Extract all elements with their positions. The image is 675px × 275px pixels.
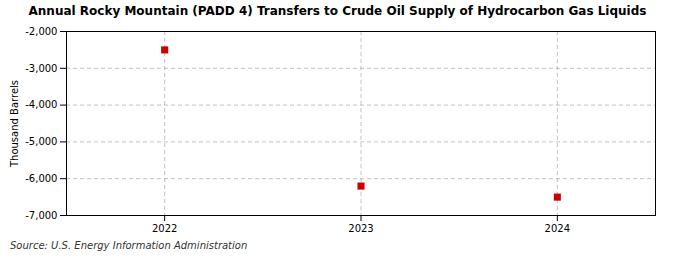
svg-text:-7,000: -7,000 <box>25 210 57 221</box>
svg-text:Thousand Barrels: Thousand Barrels <box>9 80 20 168</box>
svg-text:2023: 2023 <box>348 223 373 234</box>
svg-text:-5,000: -5,000 <box>25 136 57 147</box>
html-text:Source: U.S. Energy Informatio: Source: U.S. Energy Information Administ… <box>10 240 248 251</box>
svg-text:-3,000: -3,000 <box>25 63 57 74</box>
html-text:Annual Rocky Mountain (PADD 4): Annual Rocky Mountain (PADD 4) Transfers… <box>28 4 647 18</box>
svg-text:-6,000: -6,000 <box>25 173 57 184</box>
svg-text:-4,000: -4,000 <box>25 99 57 110</box>
svg-text:2022: 2022 <box>152 223 177 234</box>
svg-text:2024: 2024 <box>545 223 570 234</box>
svg-text:-2,000: -2,000 <box>25 26 57 37</box>
